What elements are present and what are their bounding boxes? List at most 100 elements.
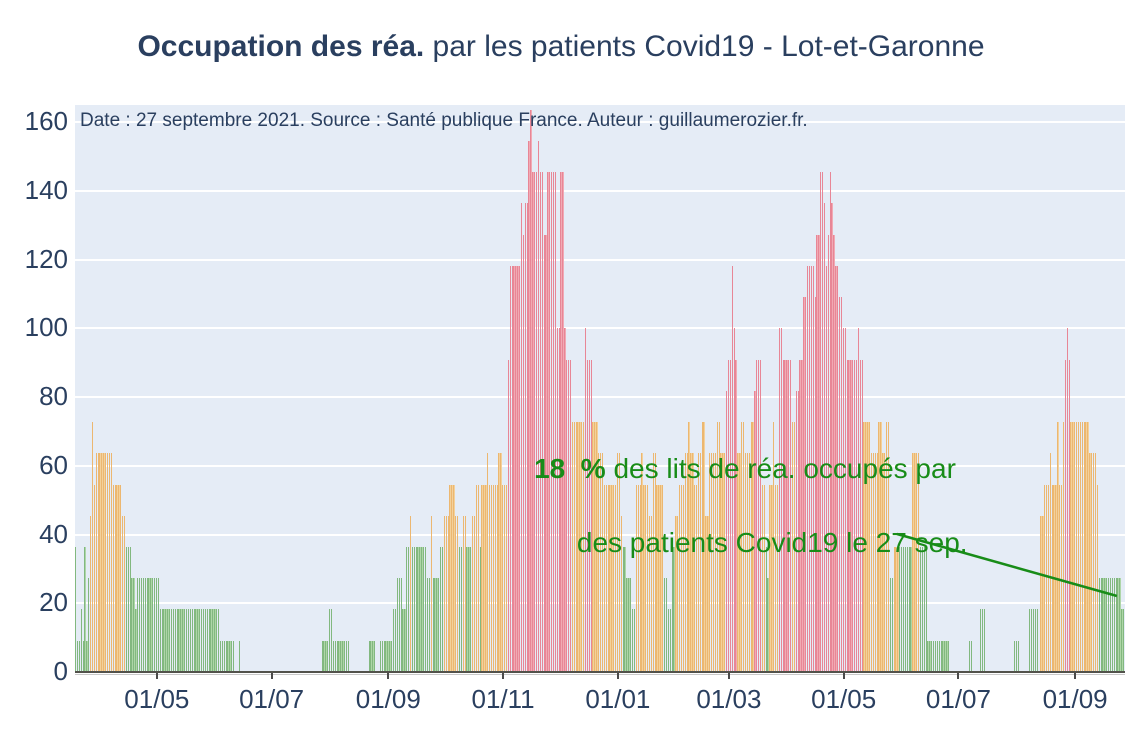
bar xyxy=(613,484,615,672)
bar xyxy=(686,453,688,672)
bar xyxy=(334,640,336,672)
bar xyxy=(579,422,581,672)
bar xyxy=(1108,578,1110,672)
x-tick-label: 01/07 xyxy=(925,684,991,714)
bar xyxy=(925,546,927,672)
bar xyxy=(761,484,764,672)
bar xyxy=(663,578,666,672)
bar xyxy=(114,484,116,672)
bar xyxy=(726,390,728,672)
bar xyxy=(470,546,472,672)
bar xyxy=(1117,578,1119,672)
bar xyxy=(202,609,205,672)
bar xyxy=(509,265,511,672)
bar xyxy=(167,609,169,672)
bar xyxy=(443,515,446,672)
bar xyxy=(436,578,438,672)
bar xyxy=(889,578,892,672)
bar xyxy=(893,546,895,672)
bar xyxy=(618,453,621,672)
bar xyxy=(532,172,534,672)
bar xyxy=(848,359,850,672)
bar xyxy=(483,484,485,672)
bar xyxy=(822,172,824,672)
bar xyxy=(569,359,572,672)
bar xyxy=(652,453,654,672)
bar xyxy=(942,640,944,672)
bar xyxy=(799,359,801,672)
bar xyxy=(421,546,423,672)
bar xyxy=(697,453,700,672)
bar xyxy=(882,453,884,672)
bar xyxy=(549,172,551,672)
bar xyxy=(537,141,540,672)
bar xyxy=(385,640,387,672)
bar xyxy=(329,609,331,672)
bar xyxy=(695,484,698,672)
bar xyxy=(214,609,216,672)
bar xyxy=(225,640,227,672)
bar xyxy=(1111,578,1114,672)
bar xyxy=(863,422,865,672)
bar xyxy=(688,422,690,672)
bar xyxy=(699,453,702,672)
bar xyxy=(981,609,984,672)
bar xyxy=(400,578,402,672)
bar xyxy=(562,172,564,672)
bar xyxy=(434,578,436,672)
x-tick-mark xyxy=(1074,673,1077,679)
bar xyxy=(231,640,233,672)
bar xyxy=(394,609,397,672)
bar xyxy=(464,515,466,672)
bar xyxy=(520,203,523,672)
bar xyxy=(739,453,741,672)
bar xyxy=(933,640,935,672)
bar xyxy=(658,484,660,672)
bar xyxy=(99,453,101,672)
bar xyxy=(381,640,384,672)
x-tick-label: 01/05 xyxy=(124,684,190,714)
bar xyxy=(680,484,683,672)
bar xyxy=(526,203,528,672)
bar xyxy=(1123,609,1125,672)
bar xyxy=(611,484,613,672)
bar xyxy=(137,578,139,672)
bar xyxy=(887,422,890,672)
bar xyxy=(626,578,628,672)
x-tick-label: 01/09 xyxy=(1042,684,1108,714)
bar xyxy=(93,484,96,672)
bar xyxy=(934,640,937,672)
bar xyxy=(227,640,229,672)
bar xyxy=(150,578,152,672)
bar xyxy=(872,453,875,672)
bar xyxy=(519,265,521,672)
bar xyxy=(393,609,395,672)
bar xyxy=(648,515,651,672)
bar xyxy=(387,640,389,672)
bar xyxy=(615,484,617,672)
bar xyxy=(812,265,814,672)
bar xyxy=(692,453,694,672)
x-tick-mark xyxy=(616,673,619,679)
bar xyxy=(590,359,592,672)
bar xyxy=(837,265,839,672)
y-tick-label: 100 xyxy=(24,312,68,343)
bar xyxy=(622,546,624,672)
bar xyxy=(631,609,634,672)
bar xyxy=(650,515,653,672)
bar xyxy=(712,453,715,672)
bar xyxy=(748,453,750,672)
bar xyxy=(86,640,88,672)
bar xyxy=(379,640,382,672)
bar xyxy=(635,484,638,672)
bar xyxy=(517,265,519,672)
bar xyxy=(568,359,570,672)
bar xyxy=(479,546,481,672)
bar xyxy=(321,640,323,672)
bar xyxy=(816,234,818,672)
bar xyxy=(498,453,500,672)
bar xyxy=(869,422,871,672)
bar xyxy=(573,422,575,672)
bar xyxy=(184,609,186,672)
bar xyxy=(1102,578,1104,672)
